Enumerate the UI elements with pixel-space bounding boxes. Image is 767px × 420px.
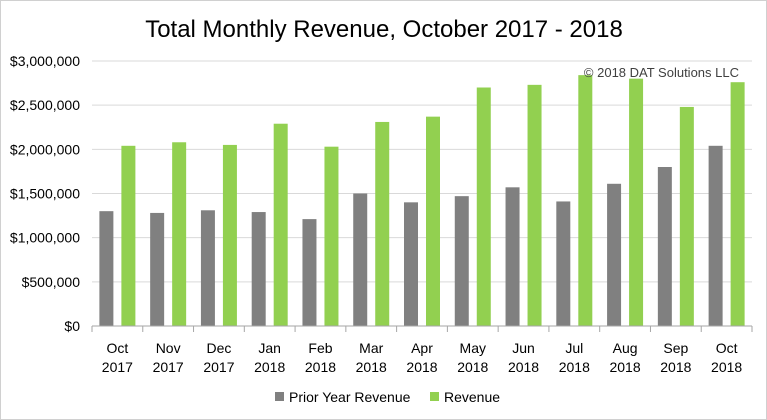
x-tick-label: Oct 2017 [102,340,133,375]
bar-prior-year-revenue [302,219,317,326]
bar-revenue [629,78,644,327]
bar-revenue [172,142,187,326]
legend-swatch-revenue [430,392,439,401]
x-tick-label: Sep 2018 [660,340,691,375]
bar-revenue [679,106,694,326]
bar-prior-year-revenue [150,212,165,326]
bar-prior-year-revenue [200,210,215,326]
x-tick-label: Jun 2018 [508,340,539,375]
legend: Prior Year Revenue Revenue [275,389,500,405]
y-tick-label: $500,000 [22,274,81,290]
bar-prior-year-revenue [708,145,723,326]
bar-prior-year-revenue [657,167,672,326]
x-tick-label: Aug 2018 [609,340,640,375]
bar-revenue [121,145,136,326]
x-tick-label: May 2018 [457,340,488,375]
x-tick-label: Dec 2017 [203,340,234,375]
y-tick-label: $0 [64,318,80,334]
y-tick-label: $1,500,000 [10,186,80,202]
x-axis-ticks: Oct 2017 Nov 2017 Dec 2017 Jan 2018 Feb 2018 Mar 20… [91,326,753,375]
bar-revenue [730,82,745,326]
bar-prior-year-revenue [454,196,469,326]
bar-prior-year-revenue [607,183,622,326]
x-tick-label: Mar 2018 [356,340,387,375]
x-tick-label: Nov 2017 [153,340,184,375]
legend-swatch-prior-year-revenue [275,392,284,401]
bars [99,75,745,327]
bar-revenue [273,123,288,326]
bar-revenue [222,144,237,326]
bar-revenue [426,116,440,327]
x-tick-label: Jul 2018 [559,340,590,375]
bar-revenue [375,121,390,326]
x-tick-label: Feb 2018 [305,340,336,375]
bar-prior-year-revenue [353,193,368,326]
bar-revenue [578,75,593,326]
bar-prior-year-revenue [556,201,571,326]
bar-prior-year-revenue [99,211,114,326]
legend-label-revenue: Revenue [444,389,500,405]
bar-prior-year-revenue [404,202,418,326]
y-tick-label: $2,500,000 [10,97,80,113]
bar-revenue [476,87,491,326]
y-tick-label: $2,000,000 [10,141,80,157]
x-tick-label: Jan 2018 [254,340,285,375]
chart-title: Total Monthly Revenue, October 2017 - 20… [145,16,623,43]
bar-prior-year-revenue [505,187,520,326]
bar-revenue [324,146,339,326]
x-tick-label: Oct 2018 [711,340,742,375]
x-tick-label: Apr 2018 [406,340,437,375]
y-axis-ticks: $0 $500,000 $1,000,000 $1,500,000 $2,000,000… [10,53,80,334]
gridlines [92,60,752,327]
copyright-annotation: © 2018 DAT Solutions LLC [584,65,739,80]
bar-revenue [527,84,542,326]
y-tick-label: $1,000,000 [10,230,80,246]
y-tick-label: $3,000,000 [10,53,80,69]
legend-label-prior-year-revenue: Prior Year Revenue [289,389,411,405]
bar-prior-year-revenue [251,212,266,326]
